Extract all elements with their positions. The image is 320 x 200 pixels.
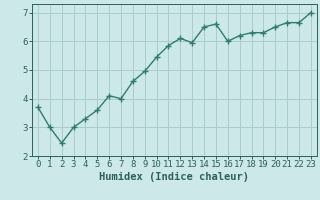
X-axis label: Humidex (Indice chaleur): Humidex (Indice chaleur) [100,172,249,182]
